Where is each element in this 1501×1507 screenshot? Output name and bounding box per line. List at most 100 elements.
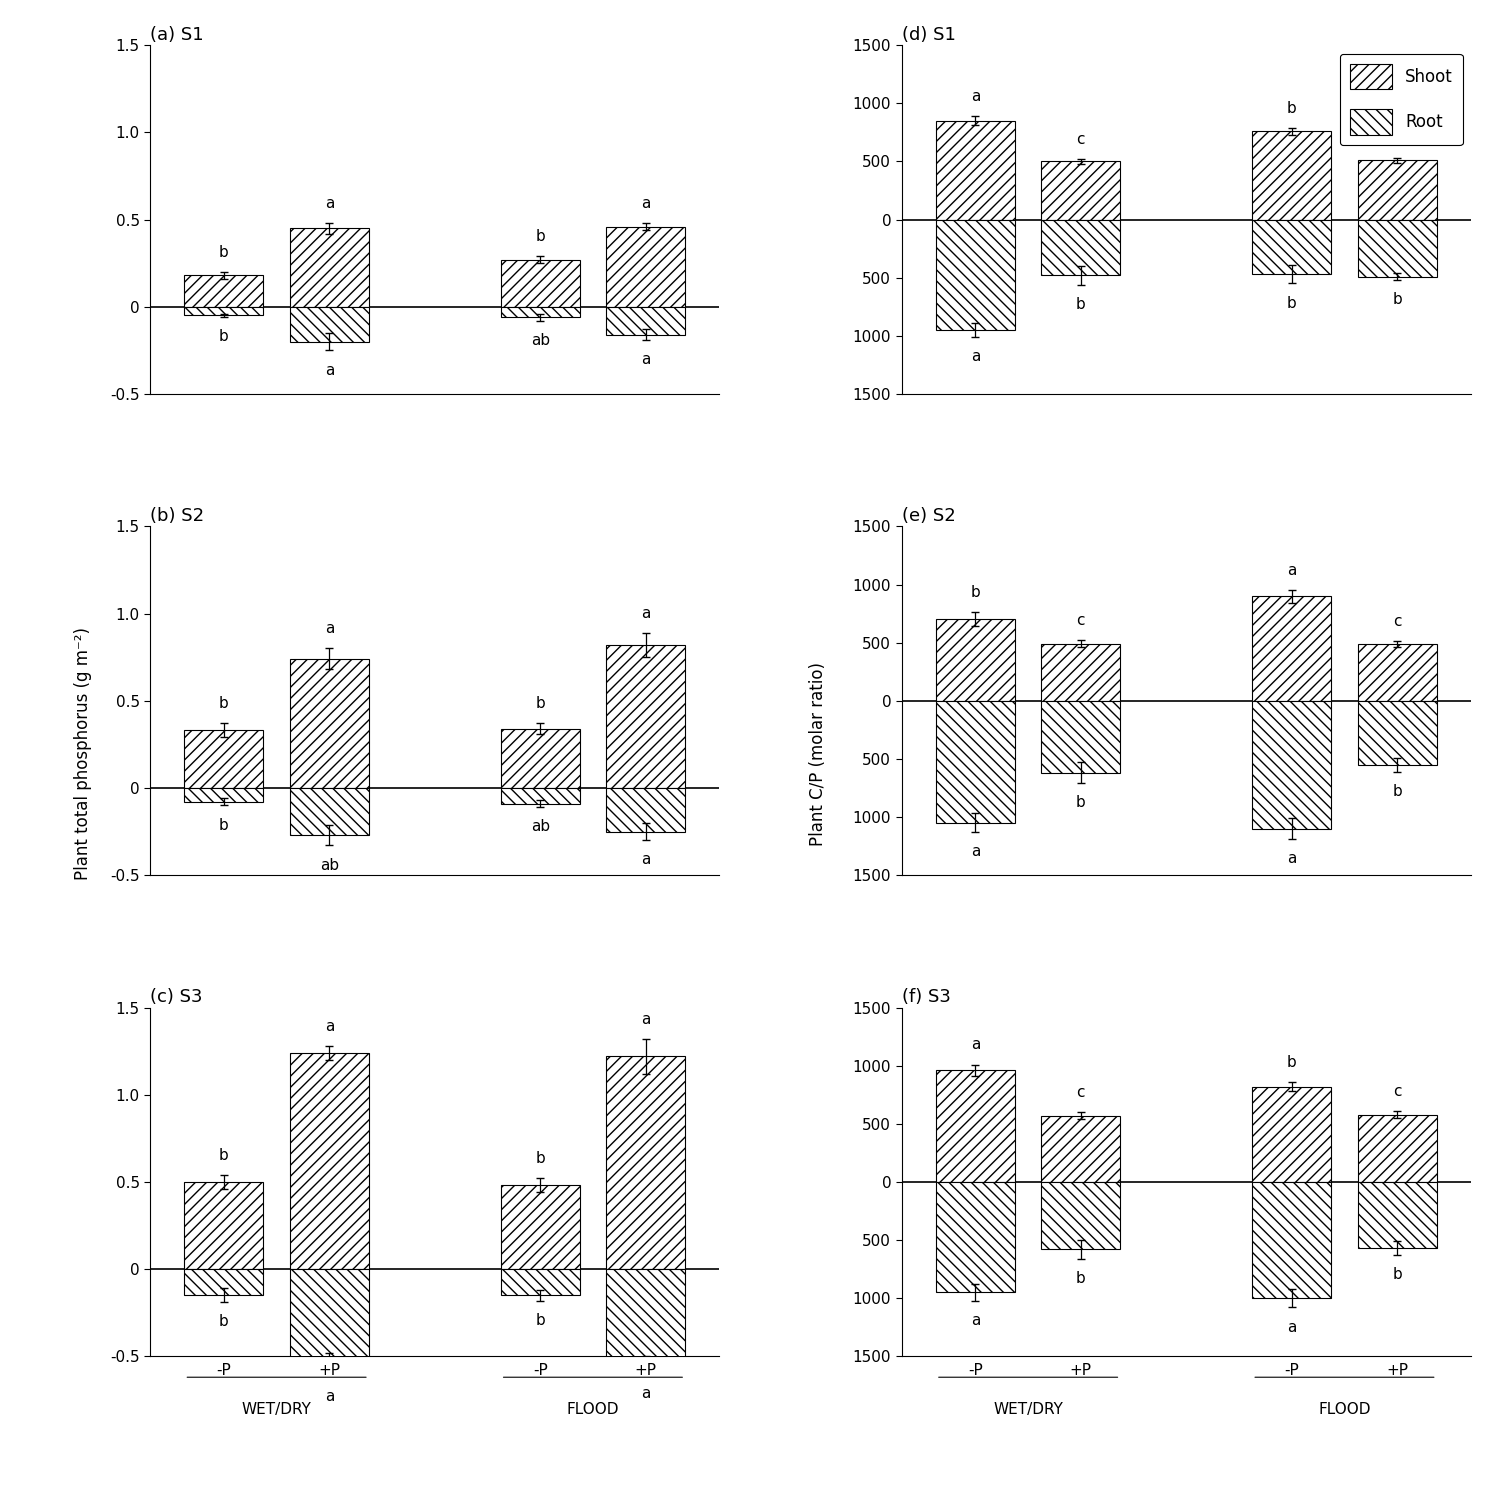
Bar: [185, 731, 264, 788]
Legend: Shoot, Root: Shoot, Root: [1340, 54, 1462, 145]
Text: a: a: [324, 621, 335, 636]
Bar: [1357, 220, 1436, 276]
Text: b: b: [1393, 292, 1402, 307]
Text: a: a: [971, 1313, 980, 1328]
Text: b: b: [1286, 101, 1297, 116]
Text: b: b: [1393, 784, 1402, 799]
Text: Plant total phosphorus (g m⁻²): Plant total phosphorus (g m⁻²): [74, 627, 92, 880]
Bar: [937, 701, 1015, 823]
Text: b: b: [971, 585, 980, 600]
Bar: [937, 1181, 1015, 1293]
Text: b: b: [536, 229, 545, 244]
Bar: [1252, 131, 1331, 220]
Text: a: a: [971, 89, 980, 104]
Bar: [501, 788, 579, 803]
Bar: [606, 645, 684, 788]
Text: -P: -P: [1285, 1364, 1300, 1379]
Text: c: c: [1076, 133, 1085, 146]
Bar: [606, 226, 684, 307]
Text: a: a: [641, 1386, 650, 1402]
Text: b: b: [1076, 796, 1085, 811]
Text: b: b: [219, 330, 228, 345]
Text: (b) S2: (b) S2: [150, 506, 204, 524]
Text: a: a: [1286, 851, 1297, 867]
Text: c: c: [1393, 1084, 1402, 1099]
Bar: [937, 1070, 1015, 1181]
Bar: [290, 1269, 369, 1365]
Bar: [290, 1053, 369, 1269]
Bar: [1042, 1181, 1120, 1249]
Bar: [501, 307, 579, 316]
Bar: [606, 307, 684, 335]
Text: a: a: [641, 1011, 650, 1026]
Text: a: a: [641, 606, 650, 621]
Bar: [1252, 701, 1331, 829]
Text: (f) S3: (f) S3: [902, 989, 950, 1007]
Text: b: b: [1393, 1267, 1402, 1282]
Text: b: b: [219, 696, 228, 711]
Bar: [501, 1269, 579, 1296]
Text: b: b: [536, 696, 545, 711]
Text: c: c: [1393, 131, 1402, 146]
Bar: [501, 1186, 579, 1269]
Text: b: b: [219, 244, 228, 259]
Text: b: b: [1076, 1270, 1085, 1285]
Bar: [937, 619, 1015, 701]
Bar: [501, 729, 579, 788]
Text: +P: +P: [1387, 1364, 1408, 1379]
Bar: [290, 659, 369, 788]
Bar: [290, 307, 369, 342]
Text: WET/DRY: WET/DRY: [242, 1402, 312, 1417]
Bar: [1357, 643, 1436, 701]
Text: FLOOD: FLOOD: [1318, 1402, 1370, 1417]
Text: (a) S1: (a) S1: [150, 26, 204, 44]
Bar: [1357, 160, 1436, 220]
Bar: [185, 307, 264, 315]
Text: b: b: [1286, 295, 1297, 310]
Text: Plant C/P (molar ratio): Plant C/P (molar ratio): [809, 662, 827, 845]
Bar: [606, 1056, 684, 1269]
Text: -P: -P: [216, 1364, 231, 1379]
Text: ab: ab: [531, 333, 549, 348]
Bar: [185, 276, 264, 307]
Bar: [1357, 1115, 1436, 1181]
Bar: [290, 228, 369, 307]
Text: b: b: [1286, 1055, 1297, 1070]
Text: WET/DRY: WET/DRY: [994, 1402, 1063, 1417]
Text: -P: -P: [968, 1364, 983, 1379]
Bar: [937, 121, 1015, 220]
Text: b: b: [536, 1151, 545, 1166]
Text: a: a: [971, 350, 980, 365]
Text: b: b: [219, 1314, 228, 1329]
Bar: [937, 220, 1015, 330]
Text: ab: ab: [531, 820, 549, 835]
Text: b: b: [219, 1148, 228, 1163]
Bar: [606, 1269, 684, 1365]
Text: a: a: [324, 196, 335, 211]
Text: a: a: [641, 353, 650, 368]
Text: (c) S3: (c) S3: [150, 989, 203, 1007]
Bar: [1252, 1087, 1331, 1181]
Text: FLOOD: FLOOD: [567, 1402, 620, 1417]
Bar: [1252, 597, 1331, 701]
Bar: [185, 788, 264, 802]
Bar: [1042, 643, 1120, 701]
Bar: [1042, 220, 1120, 276]
Bar: [1042, 161, 1120, 220]
Text: c: c: [1076, 1085, 1085, 1100]
Text: a: a: [324, 1389, 335, 1405]
Text: b: b: [219, 818, 228, 832]
Text: +P: +P: [318, 1364, 341, 1379]
Text: a: a: [324, 363, 335, 378]
Bar: [1042, 1115, 1120, 1181]
Text: +P: +P: [635, 1364, 656, 1379]
Text: b: b: [1076, 297, 1085, 312]
Bar: [1357, 701, 1436, 764]
Bar: [1357, 1181, 1436, 1248]
Text: ab: ab: [320, 857, 339, 873]
Text: (d) S1: (d) S1: [902, 26, 956, 44]
Bar: [1252, 220, 1331, 274]
Text: c: c: [1393, 613, 1402, 628]
Text: b: b: [536, 1313, 545, 1328]
Bar: [501, 259, 579, 307]
